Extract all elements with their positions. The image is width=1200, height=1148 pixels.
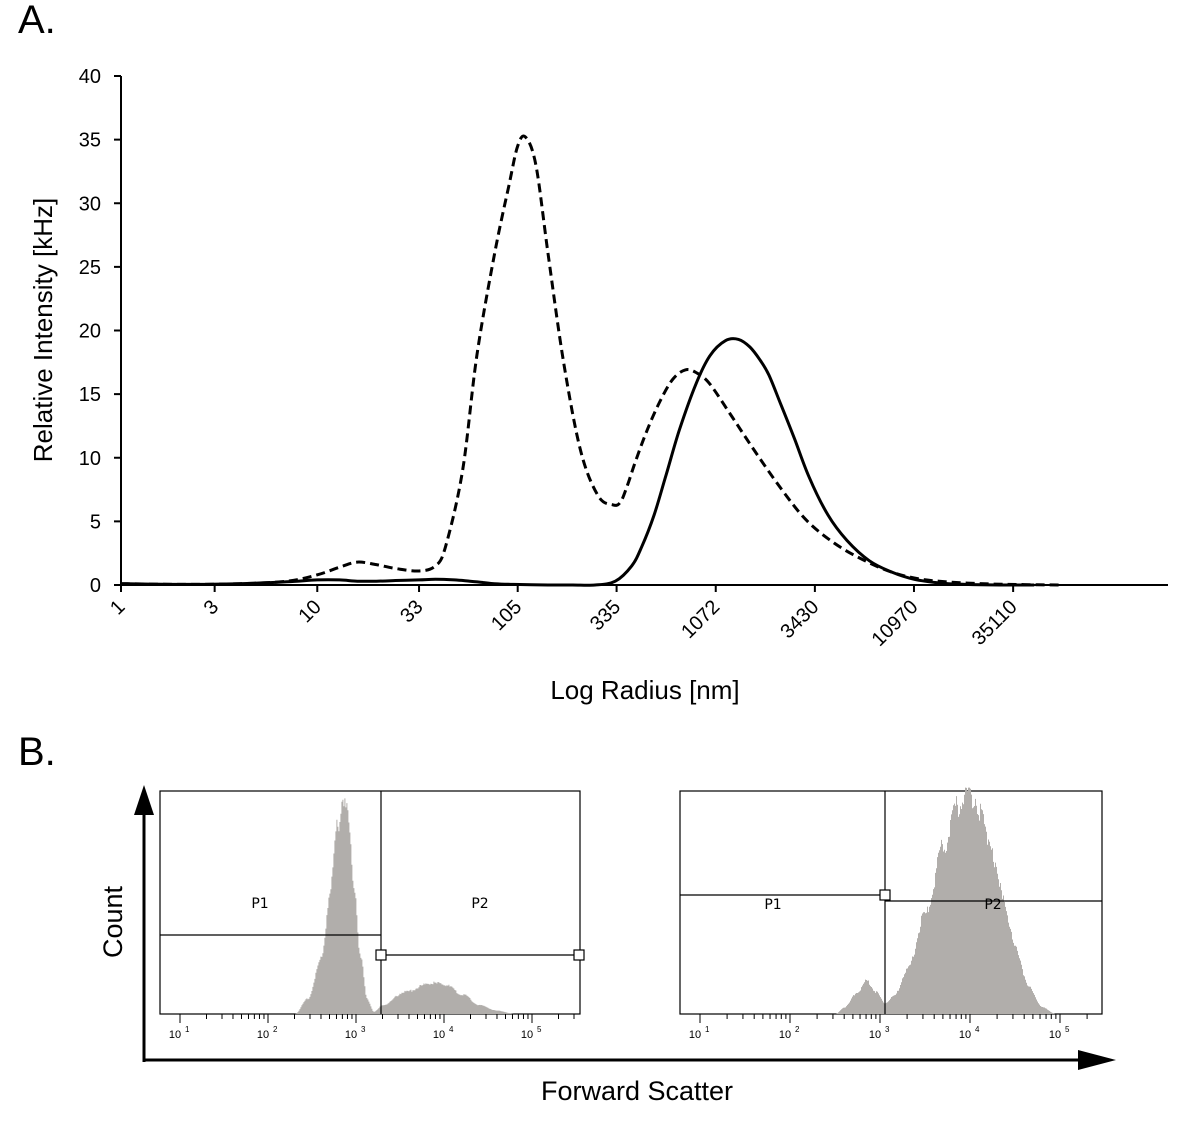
tick-label-base: 10 — [689, 1029, 701, 1041]
tick-label-base: 10 — [779, 1029, 791, 1041]
tick-label-exponent: 5 — [1065, 1025, 1070, 1034]
x-axis-ticks: 1 3 10 33 105 335 1072 3430 10970 35110 — [106, 585, 1022, 651]
tick-label-base: 10 — [257, 1029, 269, 1041]
tick-label-exponent: 1 — [705, 1025, 710, 1034]
x-tick-label: 1 — [106, 596, 129, 619]
x-tick-label: 35110 — [968, 596, 1022, 650]
tick-label-base: 10 — [433, 1029, 445, 1041]
tick-label-base: 10 — [345, 1029, 357, 1041]
tick-label-exponent: 3 — [361, 1025, 366, 1034]
count-axis-arrowhead — [134, 785, 154, 815]
tick-label-exponent: 1 — [185, 1025, 190, 1034]
panel-a-label: A. — [18, 0, 56, 42]
histogram-right-x-ticks: 10 1 10 2 10 3 10 4 10 5 — [689, 1014, 1088, 1041]
y-tick-label: 5 — [90, 511, 101, 533]
tick-label-base: 10 — [1049, 1029, 1061, 1041]
y-tick-label: 10 — [79, 448, 101, 470]
y-tick-label: 20 — [79, 321, 101, 343]
y-tick-label: 35 — [79, 130, 101, 152]
y-axis-ticks: 0 5 10 15 20 25 30 35 40 — [79, 66, 121, 597]
histogram-right-frame — [679, 790, 1103, 1015]
gate-p2-label-right: P2 — [984, 897, 1001, 913]
count-axis-label: Count — [98, 885, 128, 958]
flow-cytometry-panel: Count Forward Scatter 10 1 10 2 10 3 10 4 10 5 P1… — [98, 785, 1116, 1106]
x-tick-label: 105 — [487, 596, 526, 635]
x-tick-label: 10 — [295, 596, 326, 627]
tick-label-exponent: 4 — [449, 1025, 454, 1034]
tick-label-exponent: 4 — [975, 1025, 980, 1034]
x-tick-label: 33 — [396, 596, 427, 627]
y-tick-label: 15 — [79, 384, 101, 406]
forward-scatter-axis-arrowhead — [1078, 1050, 1116, 1070]
tick-label-exponent: 5 — [537, 1025, 542, 1034]
y-tick-label: 40 — [79, 66, 101, 88]
histogram-left: 10 1 10 2 10 3 10 4 10 5 P1 P2 — [159, 790, 585, 1041]
tick-label-base: 10 — [169, 1029, 181, 1041]
gate-p2-label-left: P2 — [471, 896, 488, 912]
gate-handle-left-1[interactable] — [375, 949, 387, 961]
x-tick-label: 335 — [586, 596, 625, 635]
x-axis-label: Log Radius [nm] — [550, 675, 739, 705]
dls-chart: 0 5 10 15 20 25 30 35 40 1 3 10 33 105 335 1072 3430 109… — [28, 66, 1168, 705]
gate-handle-right-1[interactable] — [879, 889, 891, 901]
histogram-left-frame — [159, 790, 581, 1015]
series-solid-line — [120, 337, 1035, 587]
gate-p1-label-left: P1 — [251, 896, 268, 912]
gate-handle-left-2[interactable] — [573, 949, 585, 961]
y-tick-label: 30 — [79, 193, 101, 215]
x-tick-label: 1072 — [677, 596, 724, 643]
tick-label-exponent: 2 — [273, 1025, 278, 1034]
histogram-left-x-ticks: 10 1 10 2 10 3 10 4 10 5 — [169, 1014, 575, 1041]
y-tick-label: 0 — [90, 575, 101, 597]
panel-b-label: B. — [18, 730, 56, 774]
histogram-right: 10 1 10 2 10 3 10 4 10 5 P1 P2 — [679, 787, 1103, 1041]
tick-label-exponent: 2 — [795, 1025, 800, 1034]
y-tick-label: 25 — [79, 257, 101, 279]
y-axis-label: Relative Intensity [kHz] — [28, 198, 58, 462]
x-tick-label: 3 — [200, 596, 223, 619]
tick-label-base: 10 — [869, 1029, 881, 1041]
tick-label-base: 10 — [521, 1029, 533, 1041]
forward-scatter-axis-label: Forward Scatter — [541, 1076, 733, 1106]
tick-label-exponent: 3 — [885, 1025, 890, 1034]
series-dashed-line — [120, 134, 1059, 587]
histogram-left-distribution — [294, 798, 516, 1014]
tick-label-base: 10 — [959, 1029, 971, 1041]
x-tick-label: 10970 — [868, 596, 923, 651]
x-tick-label: 3430 — [776, 596, 823, 643]
gate-p1-label-right: P1 — [764, 897, 781, 913]
